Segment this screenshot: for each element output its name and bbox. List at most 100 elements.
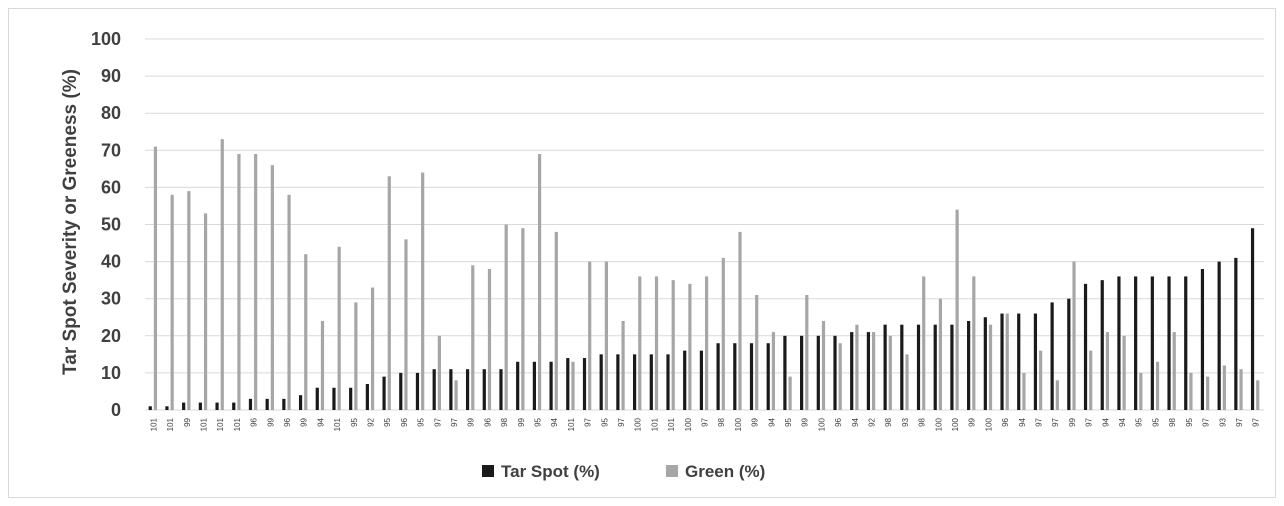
tar-spot-bar xyxy=(465,369,470,410)
green-bar xyxy=(387,176,391,410)
green-bar xyxy=(654,276,659,410)
tar-spot-bar xyxy=(566,358,570,410)
green-bar xyxy=(170,194,174,410)
green-bar xyxy=(621,320,625,410)
green-bar xyxy=(588,261,592,410)
tar-spot-bar xyxy=(699,350,703,410)
green-bar xyxy=(1222,365,1226,410)
green-bar xyxy=(938,298,943,410)
x-tick-label: 93 xyxy=(1218,417,1227,426)
y-tick-label: 100 xyxy=(91,29,121,49)
green-bar xyxy=(187,191,191,410)
tar-spot-bar xyxy=(950,324,954,410)
tar-spot-bar xyxy=(532,361,536,410)
green-bar xyxy=(1022,372,1026,410)
x-tick-label: 101 xyxy=(149,417,158,431)
x-tick-label: 94 xyxy=(851,417,860,426)
legend-label-tar-spot: Tar Spot (%) xyxy=(501,462,600,481)
tar-spot-bar xyxy=(516,361,520,410)
chart-frame xyxy=(8,8,1276,498)
tar-spot-bar xyxy=(248,398,253,410)
x-tick-label: 100 xyxy=(817,417,826,431)
x-tick-label: 101 xyxy=(667,417,676,431)
tar-spot-bar xyxy=(1067,298,1071,410)
x-tick-label: 101 xyxy=(233,417,242,431)
x-tick-label: 97 xyxy=(450,417,459,426)
tar-spot-bar xyxy=(232,402,236,410)
x-tick-label: 100 xyxy=(734,417,743,431)
tar-spot-bar xyxy=(1150,276,1154,410)
y-tick-labels: 0 10 20 30 40 50 60 70 80 90 100 xyxy=(91,29,121,420)
tar-spot-bar xyxy=(499,369,503,410)
tar-spot-bar xyxy=(449,369,453,410)
green-bar xyxy=(454,380,458,410)
x-tick-label: 97 xyxy=(433,417,442,426)
tar-spot-bar xyxy=(432,369,436,410)
x-tick-label: 99 xyxy=(266,417,275,426)
x-tick-label: 97 xyxy=(1235,417,1244,426)
x-tick-label: 97 xyxy=(1035,417,1044,426)
x-tick-label: 95 xyxy=(1185,417,1194,426)
legend-swatch-tar-spot xyxy=(482,465,494,477)
green-bar xyxy=(304,254,308,410)
green-bar xyxy=(320,320,325,410)
tar-spot-bar xyxy=(265,398,269,410)
green-bar xyxy=(671,280,675,410)
x-tick-label: 101 xyxy=(333,417,342,431)
tar-spot-bar xyxy=(716,343,720,410)
x-tick-label: 95 xyxy=(1151,417,1160,426)
x-tick-label: 96 xyxy=(400,417,409,426)
tar-spot-bar xyxy=(282,398,286,410)
x-tick-label: 94 xyxy=(316,417,325,426)
x-tick-label: 99 xyxy=(300,417,309,426)
legend-swatch-green xyxy=(666,465,678,477)
tar-spot-bar xyxy=(198,402,202,410)
y-tick-label: 70 xyxy=(101,140,121,160)
y-tick-label: 90 xyxy=(101,66,121,86)
green-bar xyxy=(688,283,692,410)
x-tick-label: 96 xyxy=(834,417,843,426)
green-bar xyxy=(537,154,542,410)
x-tick-label: 94 xyxy=(1118,417,1127,426)
tar-spot-bar xyxy=(883,324,887,410)
green-bar xyxy=(487,269,492,410)
green-bar xyxy=(254,154,258,410)
tar-spot-bar xyxy=(1050,302,1054,410)
tar-spot-bar xyxy=(683,350,687,410)
tar-spot-bar xyxy=(766,343,770,410)
tar-spot-bar xyxy=(632,354,637,410)
x-tick-label: 96 xyxy=(283,417,292,426)
green-bar xyxy=(604,261,608,410)
tar-spot-bar xyxy=(866,332,871,410)
green-bar xyxy=(437,335,441,410)
tar-spot-bar xyxy=(1217,261,1221,410)
legend: Tar Spot (%) Green (%) xyxy=(482,462,765,481)
x-tick-label: 98 xyxy=(717,417,726,426)
tar-spot-bar xyxy=(1200,269,1205,410)
green-bar xyxy=(905,354,909,410)
green-bar xyxy=(237,154,241,410)
green-bar xyxy=(354,302,358,410)
tar-spot-bar xyxy=(816,335,820,410)
green-bar xyxy=(771,332,776,410)
x-tick-label: 100 xyxy=(634,417,643,431)
green-bar xyxy=(1055,380,1059,410)
tar-spot-bar xyxy=(1033,313,1038,410)
tar-spot-bar xyxy=(900,324,904,410)
tar-spot-bar xyxy=(165,406,169,410)
green-bar xyxy=(337,246,341,410)
green-bar xyxy=(805,294,809,410)
tar-spot-bar xyxy=(1017,313,1021,410)
x-tick-label: 95 xyxy=(417,417,426,426)
green-bar xyxy=(1039,350,1043,410)
green-bar xyxy=(1122,335,1126,410)
x-tick-label: 97 xyxy=(584,417,593,426)
green-bar xyxy=(972,276,976,410)
tar-spot-bar xyxy=(399,372,403,410)
green-bar xyxy=(404,239,408,410)
green-bar xyxy=(1105,332,1110,410)
x-tick-label: 98 xyxy=(884,417,893,426)
green-bar xyxy=(638,276,642,410)
x-tick-label: 93 xyxy=(901,417,910,426)
green-bar xyxy=(471,265,475,410)
